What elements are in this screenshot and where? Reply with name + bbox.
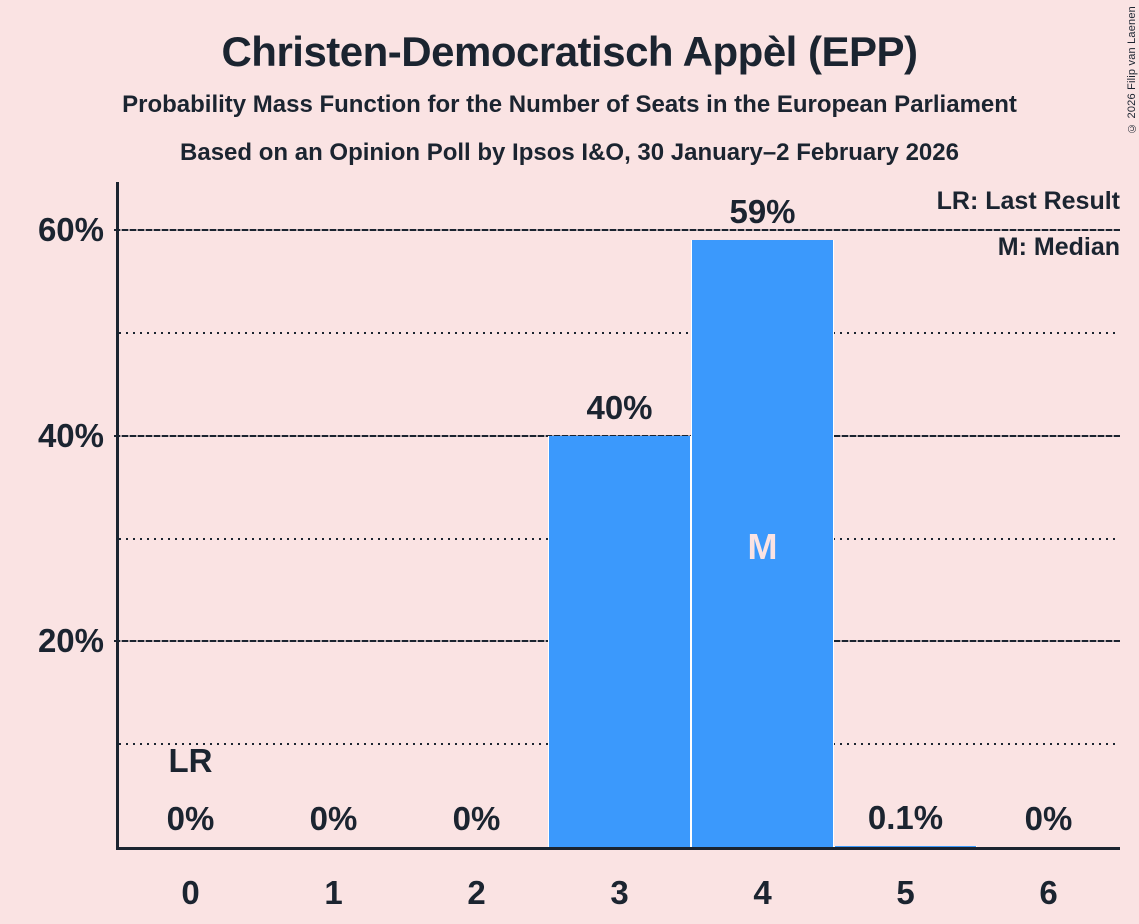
page-title: Christen-Democratisch Appèl (EPP) (221, 28, 918, 75)
legend-median: M: Median (997, 233, 1120, 261)
y-tick-label-20: 20% (37, 622, 104, 660)
annotation-median: M (747, 526, 778, 567)
copyright-notice: © 2026 Filip van Laenen (1126, 6, 1138, 134)
bar-value-label-1: 0% (309, 800, 358, 837)
bar-value-label-2: 0% (452, 800, 501, 837)
legend-last-result: LR: Last Result (936, 187, 1120, 215)
bar-value-label-3: 40% (586, 389, 653, 426)
y-tick-label-60: 60% (37, 211, 104, 249)
x-tick-label-6: 6 (1039, 874, 1058, 911)
bar-seats-5 (834, 846, 977, 847)
gridline-minor-50 (119, 332, 1120, 334)
x-tick-label-5: 5 (896, 874, 915, 911)
chart-subtitle: Probability Mass Function for the Number… (122, 91, 1017, 118)
bar-seats-4 (691, 240, 834, 847)
bar-value-label-5: 0.1% (867, 799, 944, 836)
bar-seats-3 (548, 436, 691, 847)
x-tick-label-3: 3 (610, 874, 629, 911)
x-tick-label-0: 0 (181, 874, 200, 911)
y-tick-label-40: 40% (37, 416, 104, 454)
bar-value-label-0: 0% (166, 800, 215, 837)
plot-area: 0% 0 0% 1 0% 2 40% 3 59% 4 0.1% 5 0% 6 LR M (114, 182, 1120, 911)
gridline-major-40 (114, 434, 1120, 437)
bar-value-label-6: 0% (1024, 800, 1073, 837)
annotation-last-result: LR (168, 742, 213, 779)
x-tick-label-4: 4 (753, 874, 772, 911)
x-tick-label-2: 2 (467, 874, 486, 911)
chart-source-note: Based on an Opinion Poll by Ipsos I&O, 3… (180, 139, 959, 166)
x-tick-label-1: 1 (324, 874, 343, 911)
bar-value-label-4: 59% (729, 193, 796, 230)
gridline-major-60 (114, 229, 1120, 232)
